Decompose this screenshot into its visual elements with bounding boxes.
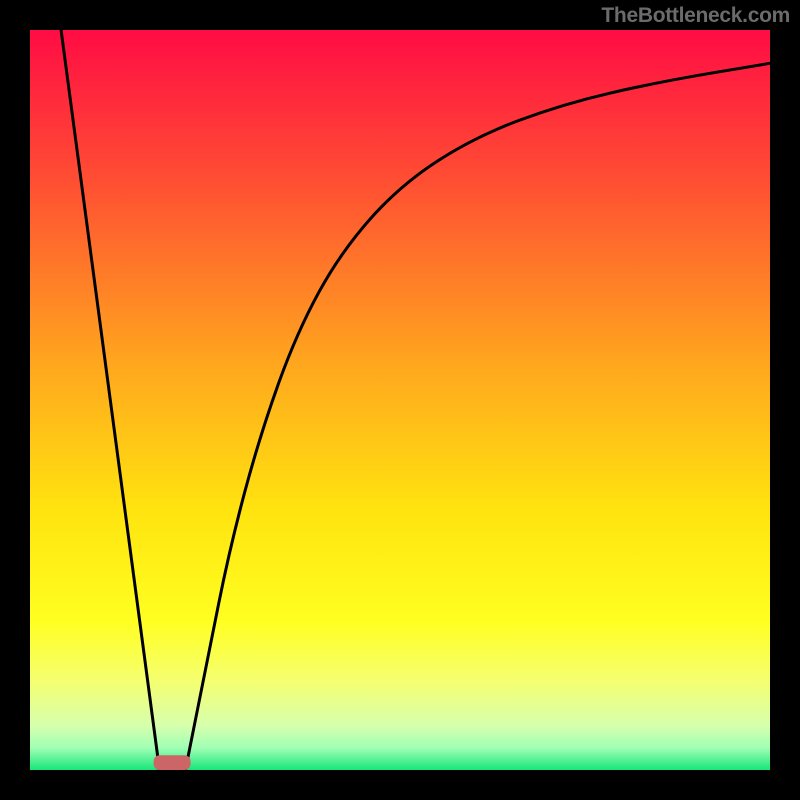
- chart-frame: TheBottleneck.com: [0, 0, 800, 800]
- plot-background: [30, 30, 770, 770]
- watermark-text: TheBottleneck.com: [601, 4, 790, 28]
- bottleneck-chart-svg: [0, 0, 800, 800]
- optimal-range-marker: [154, 755, 191, 770]
